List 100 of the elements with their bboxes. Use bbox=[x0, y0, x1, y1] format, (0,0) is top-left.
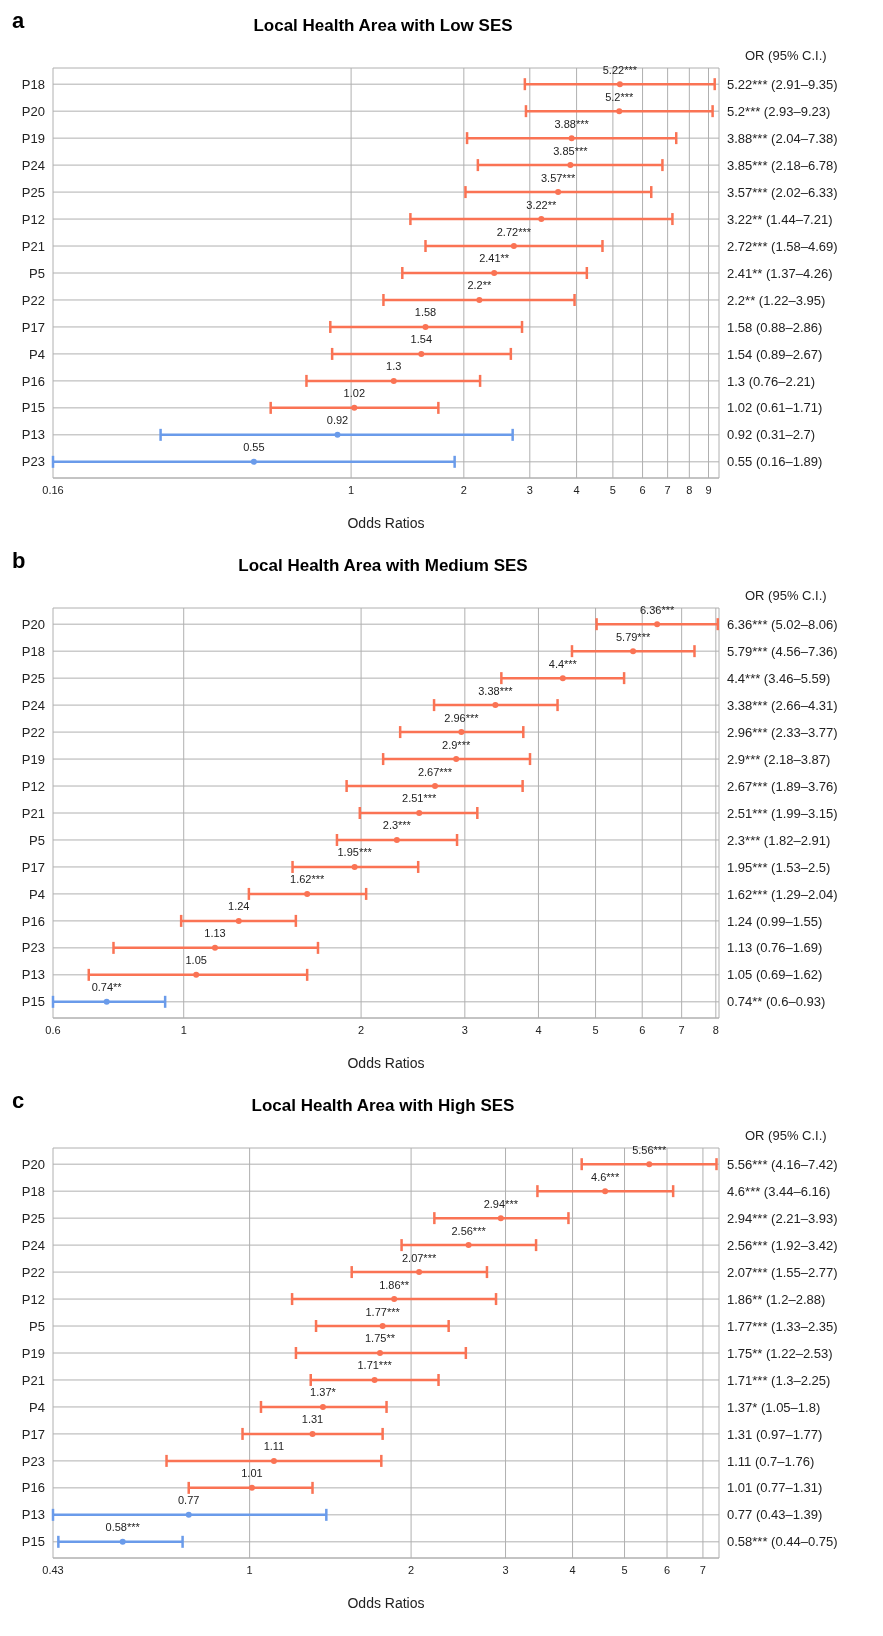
data-label: 5.2*** bbox=[605, 90, 635, 103]
x-tick-label: 1 bbox=[180, 1023, 187, 1036]
x-tick-label: 0.43 bbox=[42, 1563, 64, 1576]
text: 2.41** (1.37–4.26) bbox=[727, 265, 833, 281]
text: 2.96*** (2.33–3.77) bbox=[727, 724, 838, 740]
x-axis-title: Odds Ratios bbox=[347, 515, 425, 531]
text: OR (95% C.I.) bbox=[745, 1128, 827, 1143]
data-label: 3.38*** bbox=[478, 684, 514, 697]
text: 2.56*** (1.92–3.42) bbox=[727, 1237, 838, 1253]
data-label: 1.05 bbox=[185, 954, 207, 967]
data-label: 1.31 bbox=[301, 1413, 324, 1426]
x-tick-label: 5 bbox=[621, 1563, 628, 1576]
data-label: 1.01 bbox=[241, 1467, 263, 1480]
data-label: 0.55 bbox=[243, 441, 265, 454]
y-tick-label: P16 bbox=[21, 1480, 45, 1496]
y-tick-label: P15 bbox=[21, 400, 45, 416]
text: 1.71*** (1.3–2.25) bbox=[727, 1372, 831, 1388]
text: 1.54 (0.89–2.67) bbox=[727, 346, 823, 362]
y-tick-label: P18 bbox=[21, 643, 45, 659]
text: 5.56*** (4.16–7.42) bbox=[727, 1156, 838, 1172]
x-tick-label: 2 bbox=[460, 483, 467, 496]
chart-title: Local Health Area with Low SES bbox=[252, 16, 514, 36]
y-tick-label: P23 bbox=[21, 454, 45, 470]
text: 2.67*** (1.89–3.76) bbox=[727, 778, 838, 794]
data-label: 5.56*** bbox=[632, 1143, 668, 1156]
x-tick-label: 3 bbox=[526, 483, 533, 496]
y-tick-label: P21 bbox=[21, 238, 45, 254]
y-tick-label: P24 bbox=[21, 157, 45, 173]
y-tick-label: P20 bbox=[21, 1156, 45, 1172]
data-label: 1.13 bbox=[204, 927, 226, 940]
y-tick-label: P23 bbox=[21, 1453, 45, 1469]
y-tick-label: P17 bbox=[21, 859, 45, 875]
data-label: 2.67*** bbox=[417, 765, 453, 778]
data-label: 0.77 bbox=[178, 1494, 200, 1507]
data-label: 2.96*** bbox=[444, 711, 480, 724]
data-label: 2.07*** bbox=[401, 1251, 437, 1264]
data-label: 1.75** bbox=[364, 1332, 396, 1345]
chart-title: Local Health Area with High SES bbox=[250, 1096, 516, 1116]
y-tick-label: P17 bbox=[21, 1426, 45, 1442]
data-label: 1.95*** bbox=[337, 846, 373, 859]
data-label: 0.92 bbox=[326, 414, 349, 427]
y-tick-label: P5 bbox=[29, 1318, 45, 1334]
text: 2.51*** (1.99–3.15) bbox=[727, 805, 838, 821]
chart-title: Local Health Area with Medium SES bbox=[237, 556, 529, 576]
text: 3.22** (1.44–7.21) bbox=[727, 211, 833, 227]
x-tick-label: 6 bbox=[663, 1563, 671, 1576]
text: 1.3 (0.76–2.21) bbox=[727, 373, 816, 389]
y-tick-label: P12 bbox=[21, 211, 45, 227]
text: 3.88*** (2.04–7.38) bbox=[727, 130, 838, 146]
data-label: 3.85*** bbox=[553, 144, 589, 157]
text: 2.72*** (1.58–4.69) bbox=[727, 238, 838, 254]
data-label: 3.57*** bbox=[540, 171, 576, 184]
text: 1.75** (1.22–2.53) bbox=[727, 1345, 833, 1361]
text: 1.58 (0.88–2.86) bbox=[727, 319, 823, 335]
text: c bbox=[12, 1088, 25, 1114]
y-tick-label: P16 bbox=[21, 373, 45, 389]
text: 1.05 (0.69–1.62) bbox=[727, 967, 823, 983]
x-tick-label: 1 bbox=[348, 483, 355, 496]
text: 0.74** (0.6–0.93) bbox=[727, 994, 826, 1010]
y-tick-label: P18 bbox=[21, 1183, 45, 1199]
data-label: 2.3*** bbox=[382, 819, 412, 832]
data-label: 3.88*** bbox=[554, 117, 590, 130]
text: 1.13 (0.76–1.69) bbox=[727, 940, 823, 956]
y-tick-label: P5 bbox=[29, 265, 45, 281]
y-tick-label: P19 bbox=[21, 130, 45, 146]
x-tick-label: 2 bbox=[408, 1563, 415, 1576]
data-label: 1.58 bbox=[414, 306, 437, 319]
text: 5.22*** (2.91–9.35) bbox=[727, 76, 838, 92]
y-tick-label: P13 bbox=[21, 427, 45, 443]
text: a bbox=[12, 8, 25, 34]
data-label: 2.41** bbox=[479, 252, 510, 265]
y-tick-label: P18 bbox=[21, 76, 45, 92]
x-tick-label: 0.16 bbox=[42, 483, 64, 496]
y-tick-label: P24 bbox=[21, 697, 45, 713]
x-tick-label: 4 bbox=[573, 483, 580, 496]
x-tick-label: 3 bbox=[461, 1023, 468, 1036]
data-label: 2.56*** bbox=[451, 1224, 487, 1237]
text: 1.02 (0.61–1.71) bbox=[727, 400, 823, 416]
data-label: 1.77*** bbox=[365, 1305, 401, 1318]
y-tick-label: P4 bbox=[29, 886, 45, 902]
y-tick-label: P21 bbox=[21, 1372, 45, 1388]
y-tick-label: P25 bbox=[21, 1210, 45, 1226]
data-label: 1.11 bbox=[263, 1440, 285, 1453]
text: 2.07*** (1.55–2.77) bbox=[727, 1264, 838, 1280]
y-tick-label: P13 bbox=[21, 967, 45, 983]
text: 2.9*** (2.18–3.87) bbox=[727, 751, 831, 767]
x-tick-label: 3 bbox=[502, 1563, 509, 1576]
text: 2.94*** (2.21–3.93) bbox=[727, 1210, 838, 1226]
data-label: 5.22*** bbox=[602, 63, 638, 76]
text: 1.95*** (1.53–2.5) bbox=[727, 859, 831, 875]
x-tick-label: 8 bbox=[712, 1023, 719, 1036]
x-tick-label: 7 bbox=[664, 483, 671, 496]
x-tick-label: 8 bbox=[686, 483, 693, 496]
data-label: 1.3 bbox=[386, 360, 402, 373]
y-tick-label: P22 bbox=[21, 292, 45, 308]
x-tick-label: 9 bbox=[705, 483, 712, 496]
y-tick-label: P15 bbox=[21, 1534, 45, 1550]
text: 5.79*** (4.56–7.36) bbox=[727, 643, 838, 659]
x-tick-label: 7 bbox=[678, 1023, 685, 1036]
text: 6.36*** (5.02–8.06) bbox=[727, 616, 838, 632]
